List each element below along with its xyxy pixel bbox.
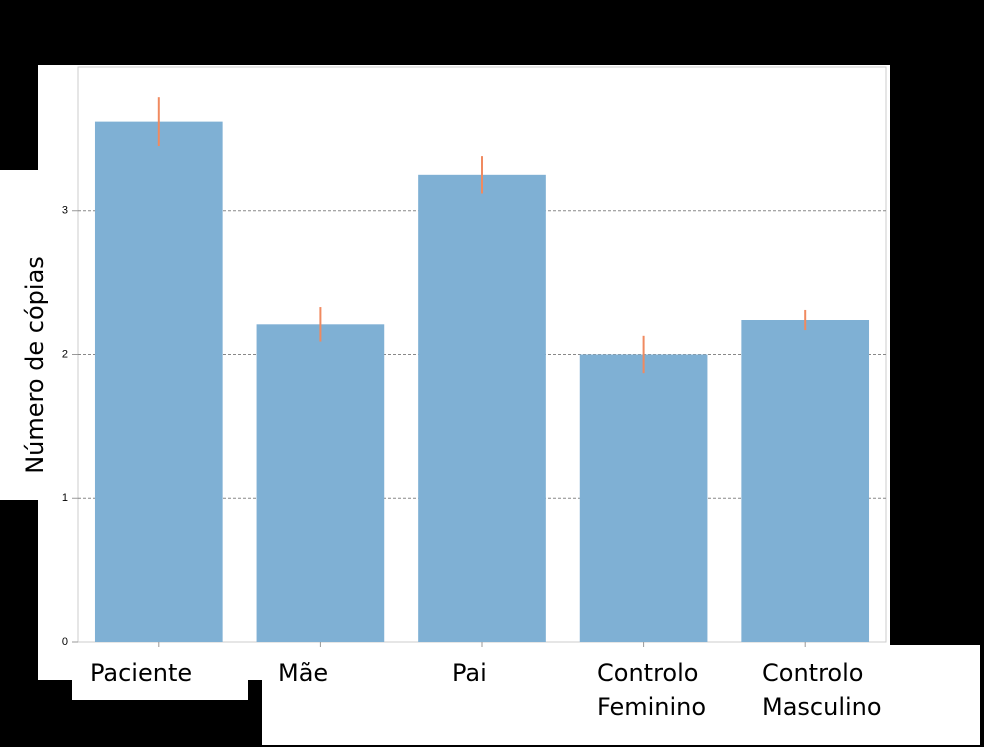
x-tick-label: Controlo Masculino	[762, 659, 882, 721]
x-tick-label: Controlo Feminino	[597, 659, 707, 721]
bar	[94, 121, 223, 642]
x-tick-label: Mãe	[278, 659, 329, 687]
y-tick-label: 0	[62, 636, 68, 648]
bar	[579, 354, 708, 642]
y-tick-label: 3	[62, 205, 68, 217]
y-axis-label: Número de cópias	[21, 256, 49, 474]
bar	[256, 324, 385, 642]
x-tick-label: Paciente	[90, 659, 193, 687]
y-tick-label: 1	[62, 492, 68, 504]
label-box	[72, 648, 248, 700]
label-box	[262, 645, 980, 745]
bar	[741, 320, 870, 642]
y-tick-label: 2	[62, 348, 68, 360]
label-box	[0, 170, 56, 500]
bar	[418, 174, 546, 642]
x-tick-label: Pai	[452, 659, 487, 687]
